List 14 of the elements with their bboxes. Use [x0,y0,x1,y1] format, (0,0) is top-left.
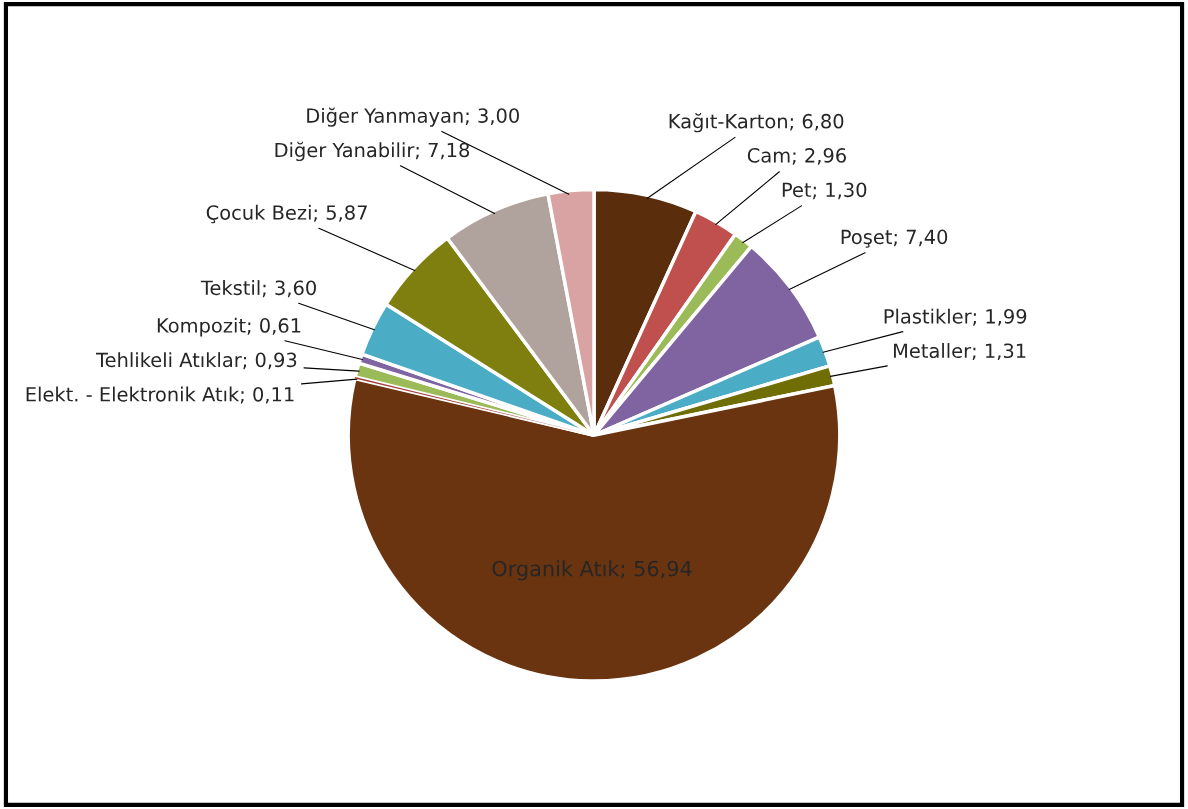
slice-label: Diğer Yanabilir; 7,18 [275,141,470,162]
slice-label: Metaller; 1,31 [893,343,1026,361]
slice-label: Cam; 2,96 [747,148,846,165]
slice-label: Çocuk Bezi; 5,87 [206,204,367,224]
slice-label: Diğer Yanmayan; 3,00 [307,107,519,127]
slice-label: Tehlikeli Atıklar; 0,93 [95,352,297,370]
slice-label: Organik Atık; 56,94 [492,560,692,581]
slice-label: Kağıt-Karton; 6,80 [669,113,844,133]
slice-label: Plastikler; 1,99 [884,308,1027,326]
slice-label: Tekstil; 3,60 [200,280,316,298]
slice-label: Elekt. - Elektronik Atık; 0,11 [26,386,294,404]
slice-label: Poşet; 7,40 [841,229,948,248]
slice-label: Kompozit; 0,61 [157,317,301,337]
slice-label: Pet; 1,30 [782,182,867,200]
